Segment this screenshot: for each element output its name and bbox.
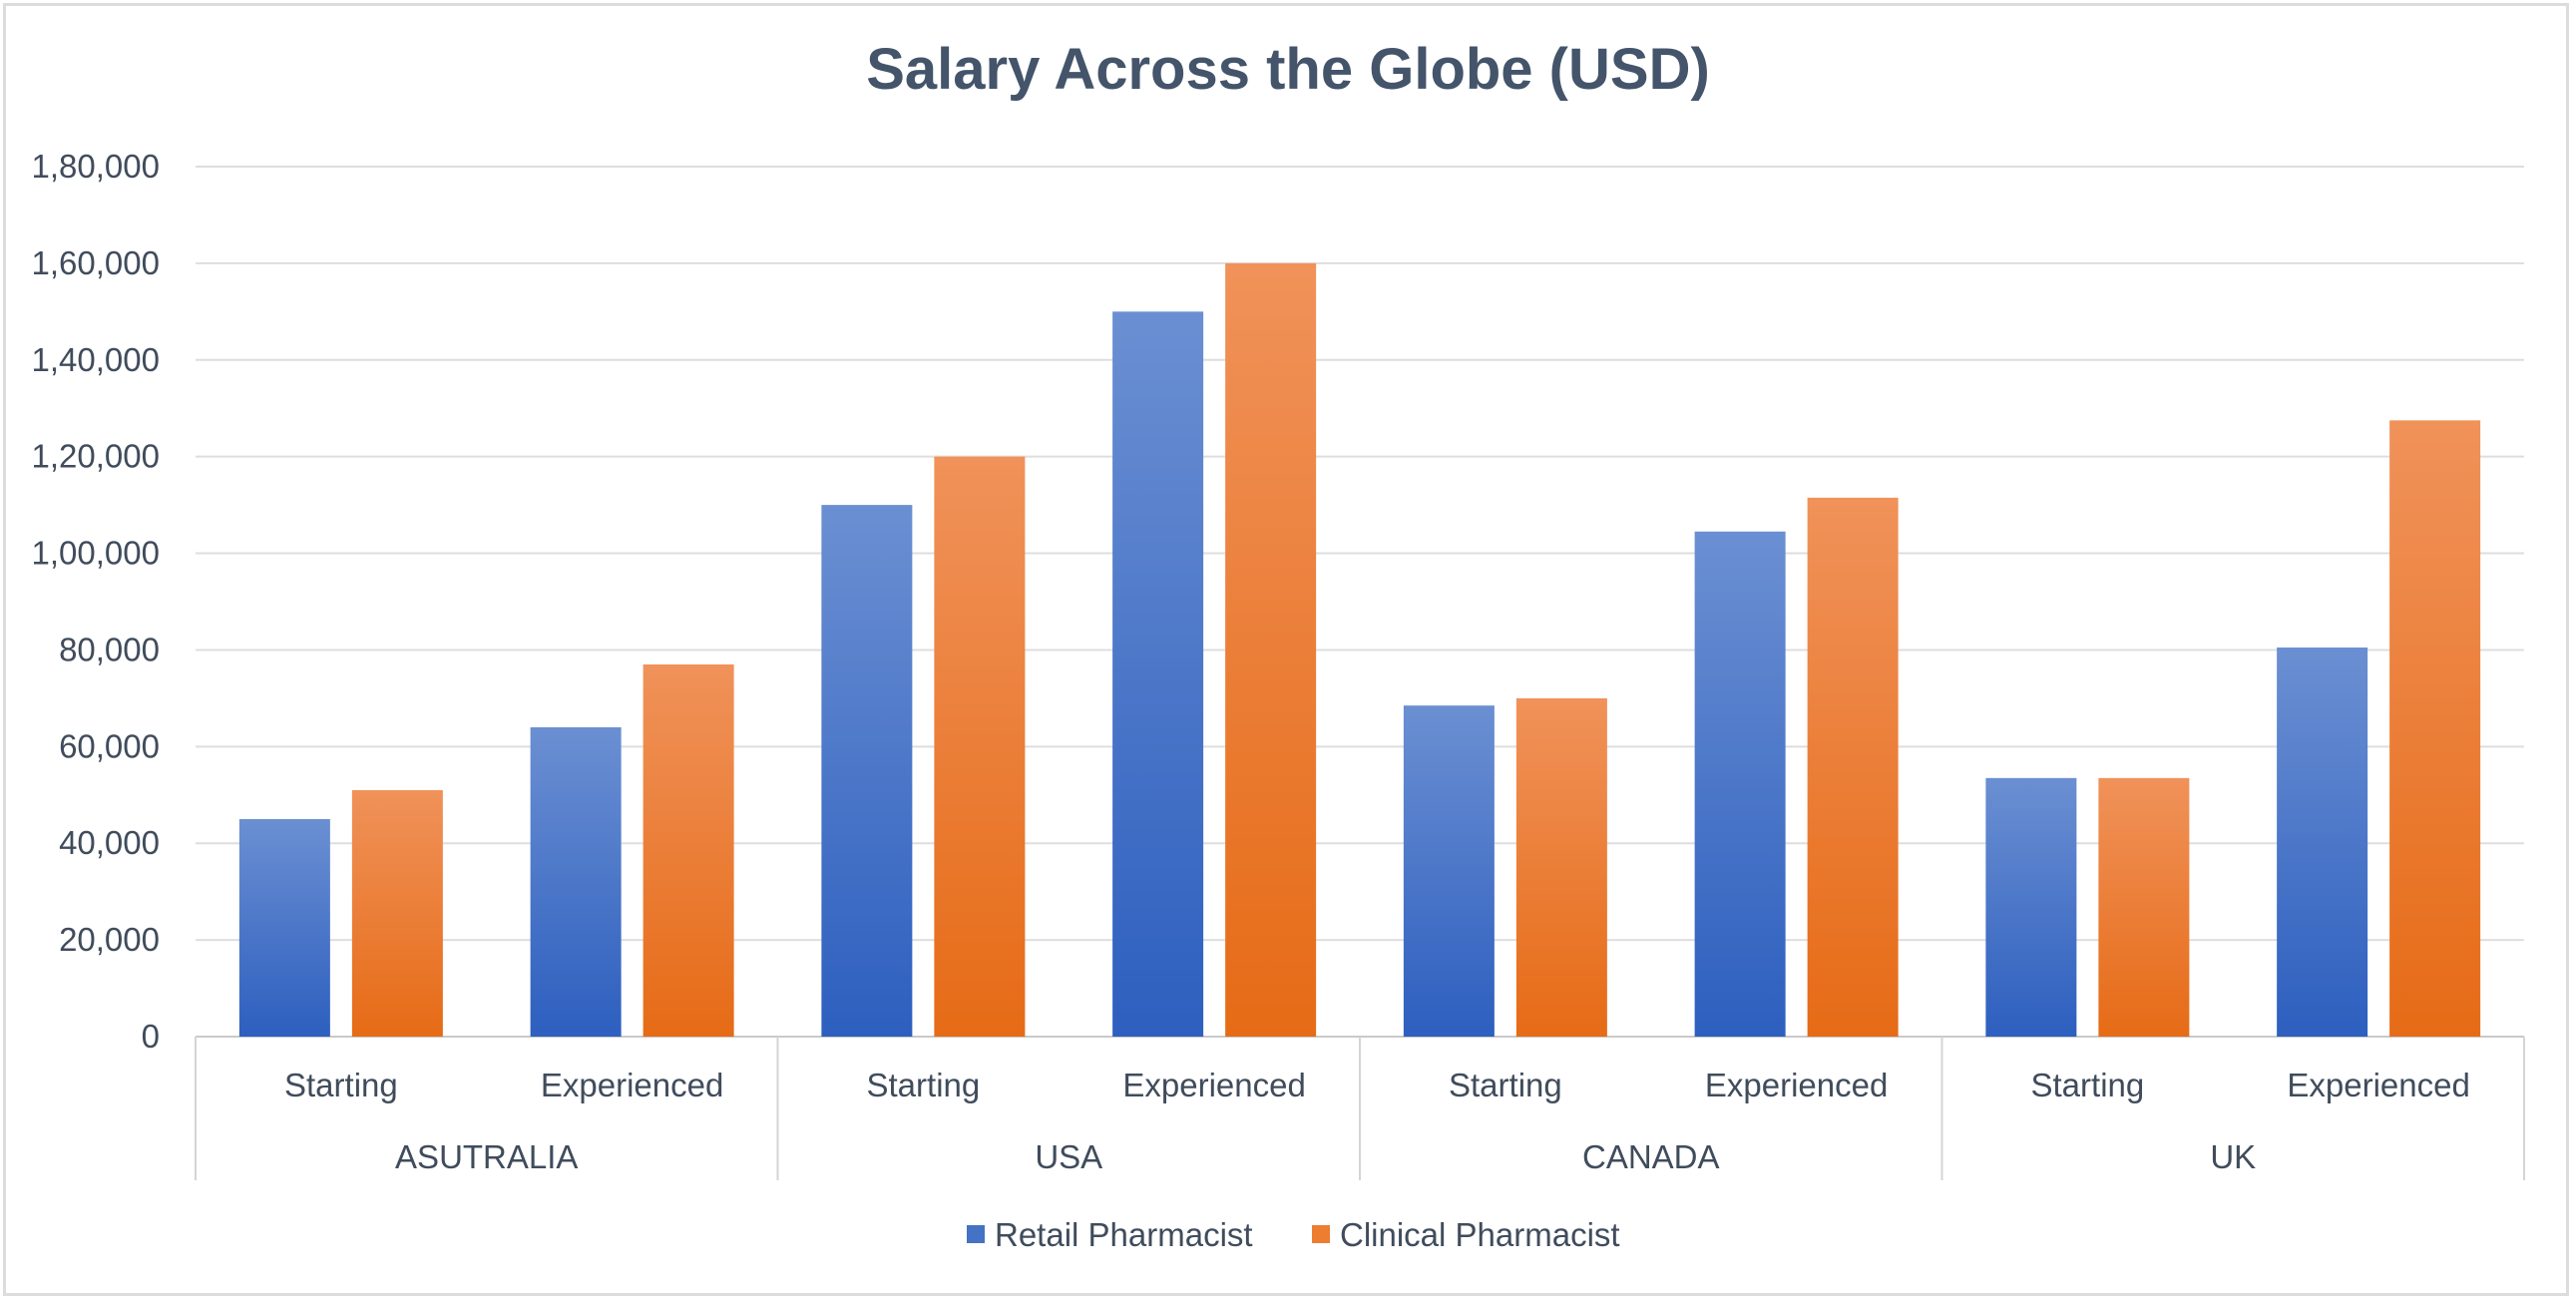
x-category-label: Starting [284,1067,398,1103]
bar-retail-pharmacist[interactable] [530,726,622,1037]
x-group-label: USA [1035,1138,1102,1175]
bar-clinical-pharmacist[interactable] [934,456,1026,1038]
legend-swatch-retail [967,1225,985,1243]
y-tick-label: 1,60,000 [32,244,160,281]
bar-retail-pharmacist[interactable] [1985,777,2077,1037]
bar-clinical-pharmacist[interactable] [1225,262,1317,1037]
x-group-label: CANADA [1582,1138,1720,1175]
x-category-label: Starting [2031,1067,2145,1103]
bar-retail-pharmacist[interactable] [1403,705,1495,1037]
x-category-label: Experienced [1705,1067,1888,1103]
x-category-label: Starting [867,1067,981,1103]
x-category-label: Experienced [2287,1067,2469,1103]
chart-title: Salary Across the Globe (USD) [866,37,1710,102]
legend-label-retail: Retail Pharmacist [995,1216,1253,1253]
y-tick-label: 80,000 [59,631,160,667]
x-group-label: ASUTRALIA [395,1138,578,1175]
x-category-label: Experienced [541,1067,723,1103]
x-group-label: UK [2210,1138,2256,1175]
bar-clinical-pharmacist[interactable] [1807,497,1899,1037]
y-tick-label: 1,00,000 [32,535,160,572]
bar-clinical-pharmacist[interactable] [1515,697,1607,1037]
x-category-label: Experienced [1122,1067,1305,1103]
y-tick-label: 60,000 [59,727,160,764]
y-tick-label: 1,80,000 [32,148,160,185]
x-category-label: Starting [1449,1067,1562,1103]
y-tick-label: 20,000 [59,921,160,958]
bar-clinical-pharmacist[interactable] [643,663,734,1037]
y-tick-label: 1,20,000 [32,438,160,475]
legend-swatch-clinical [1312,1225,1330,1243]
bar-retail-pharmacist[interactable] [238,819,330,1037]
bar-retail-pharmacist[interactable] [2277,648,2368,1037]
legend-label-clinical: Clinical Pharmacist [1340,1216,1620,1253]
bar-retail-pharmacist[interactable] [1694,531,1786,1037]
bar-retail-pharmacist[interactable] [821,505,913,1038]
bar-clinical-pharmacist[interactable] [2389,420,2481,1037]
y-tick-label: 0 [142,1018,160,1055]
y-tick-label: 1,40,000 [32,341,160,378]
y-tick-label: 40,000 [59,824,160,861]
bar-clinical-pharmacist[interactable] [351,789,443,1037]
bar-retail-pharmacist[interactable] [1112,311,1204,1037]
bar-clinical-pharmacist[interactable] [2098,777,2190,1037]
